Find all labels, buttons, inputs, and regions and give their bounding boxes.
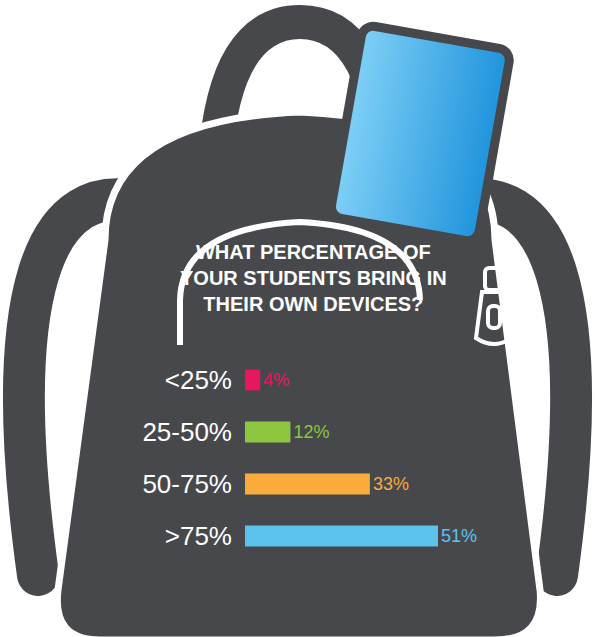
svg-text:33%: 33% — [373, 474, 409, 494]
svg-text:4%: 4% — [263, 370, 289, 390]
svg-text:>75%: >75% — [165, 521, 232, 551]
svg-text:<25%: <25% — [165, 365, 232, 395]
svg-text:WHAT PERCENTAGE OFYOUR STUDENT: WHAT PERCENTAGE OFYOUR STUDENTS BRING IN… — [180, 241, 447, 315]
svg-text:51%: 51% — [441, 526, 477, 546]
svg-text:25-50%: 25-50% — [142, 417, 232, 447]
svg-text:50-75%: 50-75% — [142, 469, 232, 499]
svg-text:12%: 12% — [293, 422, 329, 442]
